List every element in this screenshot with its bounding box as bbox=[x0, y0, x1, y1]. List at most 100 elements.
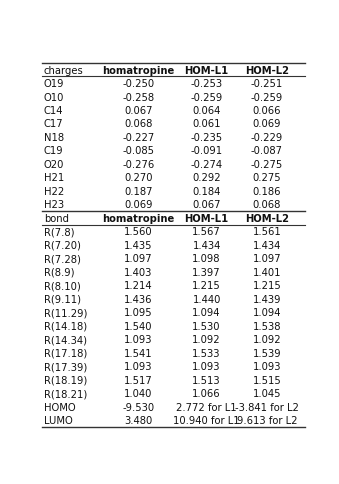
Text: -0.085: -0.085 bbox=[122, 146, 154, 156]
Text: 0.275: 0.275 bbox=[253, 173, 281, 183]
Text: 1.541: 1.541 bbox=[124, 348, 153, 358]
Text: R(7.20): R(7.20) bbox=[44, 241, 81, 250]
Text: 1.515: 1.515 bbox=[253, 375, 281, 385]
Text: HOM-L2: HOM-L2 bbox=[245, 213, 289, 224]
Text: 0.187: 0.187 bbox=[124, 186, 153, 197]
Text: 0.068: 0.068 bbox=[124, 119, 153, 129]
Text: 1.094: 1.094 bbox=[192, 308, 221, 318]
Text: LUMO: LUMO bbox=[44, 415, 73, 425]
Text: H21: H21 bbox=[44, 173, 64, 183]
Text: O20: O20 bbox=[44, 160, 64, 169]
Text: 1.040: 1.040 bbox=[124, 388, 153, 398]
Text: homatropine: homatropine bbox=[102, 213, 174, 224]
Text: homatropine: homatropine bbox=[102, 65, 174, 76]
Text: 1.092: 1.092 bbox=[253, 334, 281, 345]
Text: -0.274: -0.274 bbox=[191, 160, 223, 169]
Text: R(14.18): R(14.18) bbox=[44, 321, 87, 331]
Text: -0.275: -0.275 bbox=[251, 160, 283, 169]
Text: 1.539: 1.539 bbox=[253, 348, 281, 358]
Text: -3.841 for L2: -3.841 for L2 bbox=[235, 402, 299, 412]
Text: HOM-L2: HOM-L2 bbox=[245, 65, 289, 76]
Text: O10: O10 bbox=[44, 92, 64, 102]
Text: 1.439: 1.439 bbox=[253, 294, 281, 304]
Text: 9.613 for L2: 9.613 for L2 bbox=[237, 415, 297, 425]
Text: 1.397: 1.397 bbox=[192, 267, 221, 277]
Text: H22: H22 bbox=[44, 186, 64, 197]
Text: R(17.39): R(17.39) bbox=[44, 362, 87, 371]
Text: 1.440: 1.440 bbox=[193, 294, 221, 304]
Text: R(17.18): R(17.18) bbox=[44, 348, 87, 358]
Text: R(7.8): R(7.8) bbox=[44, 227, 74, 237]
Text: -0.250: -0.250 bbox=[122, 79, 154, 89]
Text: 3.480: 3.480 bbox=[124, 415, 153, 425]
Text: N18: N18 bbox=[44, 133, 64, 143]
Text: 1.403: 1.403 bbox=[124, 267, 153, 277]
Text: charges: charges bbox=[44, 65, 83, 76]
Text: -0.276: -0.276 bbox=[122, 160, 154, 169]
Text: 1.513: 1.513 bbox=[192, 375, 221, 385]
Text: 1.434: 1.434 bbox=[193, 241, 221, 250]
Text: 1.215: 1.215 bbox=[192, 281, 221, 291]
Text: 0.270: 0.270 bbox=[124, 173, 153, 183]
Text: HOM-L1: HOM-L1 bbox=[184, 213, 229, 224]
Text: -0.227: -0.227 bbox=[122, 133, 154, 143]
Text: 1.093: 1.093 bbox=[124, 334, 153, 345]
Text: 10.940 for L1: 10.940 for L1 bbox=[173, 415, 240, 425]
Text: H23: H23 bbox=[44, 200, 64, 210]
Text: R(18.21): R(18.21) bbox=[44, 388, 87, 398]
Text: 1.214: 1.214 bbox=[124, 281, 153, 291]
Text: R(8.9): R(8.9) bbox=[44, 267, 74, 277]
Text: 0.184: 0.184 bbox=[193, 186, 221, 197]
Text: -0.235: -0.235 bbox=[191, 133, 223, 143]
Text: 1.093: 1.093 bbox=[253, 362, 281, 371]
Text: 2.772 for L1: 2.772 for L1 bbox=[176, 402, 237, 412]
Text: 1.561: 1.561 bbox=[253, 227, 281, 237]
Text: -0.091: -0.091 bbox=[191, 146, 223, 156]
Text: -0.258: -0.258 bbox=[122, 92, 154, 102]
Text: R(9.11): R(9.11) bbox=[44, 294, 81, 304]
Text: C19: C19 bbox=[44, 146, 63, 156]
Text: -0.259: -0.259 bbox=[191, 92, 223, 102]
Text: 1.094: 1.094 bbox=[253, 308, 281, 318]
Text: C14: C14 bbox=[44, 106, 63, 116]
Text: 1.066: 1.066 bbox=[192, 388, 221, 398]
Text: HOM-L1: HOM-L1 bbox=[184, 65, 229, 76]
Text: 0.186: 0.186 bbox=[253, 186, 281, 197]
Text: 0.068: 0.068 bbox=[253, 200, 281, 210]
Text: 1.435: 1.435 bbox=[124, 241, 153, 250]
Text: 1.045: 1.045 bbox=[253, 388, 281, 398]
Text: 0.061: 0.061 bbox=[192, 119, 221, 129]
Text: 1.095: 1.095 bbox=[124, 308, 153, 318]
Text: bond: bond bbox=[44, 213, 69, 224]
Text: R(11.29): R(11.29) bbox=[44, 308, 87, 318]
Text: -0.251: -0.251 bbox=[251, 79, 283, 89]
Text: R(7.28): R(7.28) bbox=[44, 254, 81, 264]
Text: O19: O19 bbox=[44, 79, 64, 89]
Text: 1.098: 1.098 bbox=[192, 254, 221, 264]
Text: 1.533: 1.533 bbox=[192, 348, 221, 358]
Text: 1.517: 1.517 bbox=[124, 375, 153, 385]
Text: -0.253: -0.253 bbox=[191, 79, 223, 89]
Text: 0.067: 0.067 bbox=[124, 106, 153, 116]
Text: 1.560: 1.560 bbox=[124, 227, 153, 237]
Text: 1.097: 1.097 bbox=[253, 254, 281, 264]
Text: R(14.34): R(14.34) bbox=[44, 334, 87, 345]
Text: 1.092: 1.092 bbox=[192, 334, 221, 345]
Text: 1.097: 1.097 bbox=[124, 254, 153, 264]
Text: 0.069: 0.069 bbox=[124, 200, 153, 210]
Text: 0.067: 0.067 bbox=[192, 200, 221, 210]
Text: -9.530: -9.530 bbox=[122, 402, 154, 412]
Text: 1.093: 1.093 bbox=[192, 362, 221, 371]
Text: HOMO: HOMO bbox=[44, 402, 75, 412]
Text: 1.538: 1.538 bbox=[253, 321, 281, 331]
Text: 1.434: 1.434 bbox=[253, 241, 281, 250]
Text: R(18.19): R(18.19) bbox=[44, 375, 87, 385]
Text: -0.087: -0.087 bbox=[251, 146, 283, 156]
Text: R(8.10): R(8.10) bbox=[44, 281, 80, 291]
Text: -0.259: -0.259 bbox=[251, 92, 283, 102]
Text: 1.093: 1.093 bbox=[124, 362, 153, 371]
Text: 1.401: 1.401 bbox=[253, 267, 281, 277]
Text: 1.436: 1.436 bbox=[124, 294, 153, 304]
Text: 0.064: 0.064 bbox=[193, 106, 221, 116]
Text: 1.567: 1.567 bbox=[192, 227, 221, 237]
